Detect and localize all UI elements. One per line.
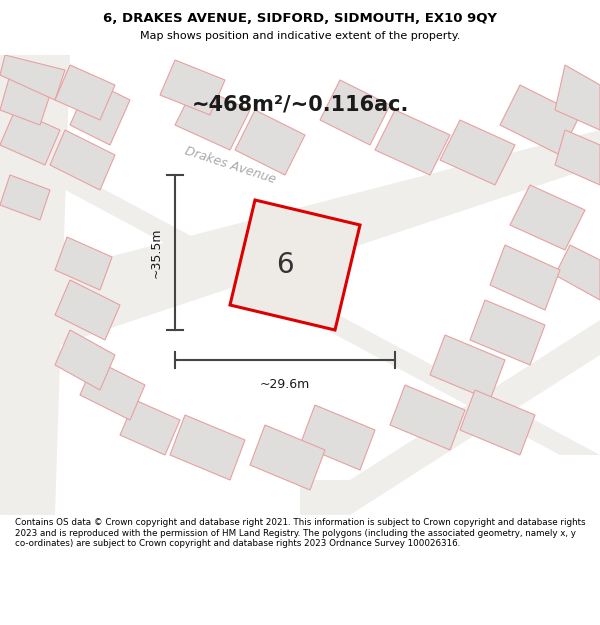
Text: 6: 6	[276, 251, 294, 279]
Polygon shape	[235, 110, 305, 175]
Text: ~468m²/~0.116ac.: ~468m²/~0.116ac.	[191, 95, 409, 115]
Polygon shape	[175, 85, 250, 150]
Polygon shape	[0, 55, 70, 515]
Polygon shape	[230, 200, 360, 330]
Polygon shape	[500, 85, 580, 155]
Text: ~29.6m: ~29.6m	[260, 378, 310, 391]
Polygon shape	[55, 280, 120, 340]
Polygon shape	[0, 155, 600, 455]
Polygon shape	[510, 185, 585, 250]
Text: Contains OS data © Crown copyright and database right 2021. This information is : Contains OS data © Crown copyright and d…	[15, 518, 586, 548]
Polygon shape	[170, 415, 245, 480]
Polygon shape	[555, 130, 600, 185]
Polygon shape	[0, 175, 50, 220]
Polygon shape	[55, 330, 115, 390]
Polygon shape	[300, 405, 375, 470]
Polygon shape	[460, 390, 535, 455]
Polygon shape	[120, 400, 180, 455]
Polygon shape	[258, 220, 340, 280]
Text: ~35.5m: ~35.5m	[150, 228, 163, 278]
Polygon shape	[0, 130, 600, 345]
Polygon shape	[250, 425, 325, 490]
Polygon shape	[300, 320, 600, 515]
Polygon shape	[0, 75, 50, 125]
Text: 6, DRAKES AVENUE, SIDFORD, SIDMOUTH, EX10 9QY: 6, DRAKES AVENUE, SIDFORD, SIDMOUTH, EX1…	[103, 12, 497, 25]
Polygon shape	[0, 55, 65, 100]
Polygon shape	[55, 237, 112, 290]
Polygon shape	[50, 130, 115, 190]
Text: Map shows position and indicative extent of the property.: Map shows position and indicative extent…	[140, 31, 460, 41]
Polygon shape	[555, 65, 600, 130]
Polygon shape	[80, 360, 145, 420]
Polygon shape	[440, 120, 515, 185]
Polygon shape	[160, 60, 225, 115]
Polygon shape	[0, 110, 60, 165]
Text: Drakes Avenue: Drakes Avenue	[183, 144, 277, 186]
Polygon shape	[375, 110, 450, 175]
Polygon shape	[490, 245, 560, 310]
Polygon shape	[555, 245, 600, 300]
Polygon shape	[390, 385, 465, 450]
Polygon shape	[55, 65, 115, 120]
Polygon shape	[430, 335, 505, 400]
Polygon shape	[70, 80, 130, 145]
Polygon shape	[470, 300, 545, 365]
Polygon shape	[320, 80, 390, 145]
